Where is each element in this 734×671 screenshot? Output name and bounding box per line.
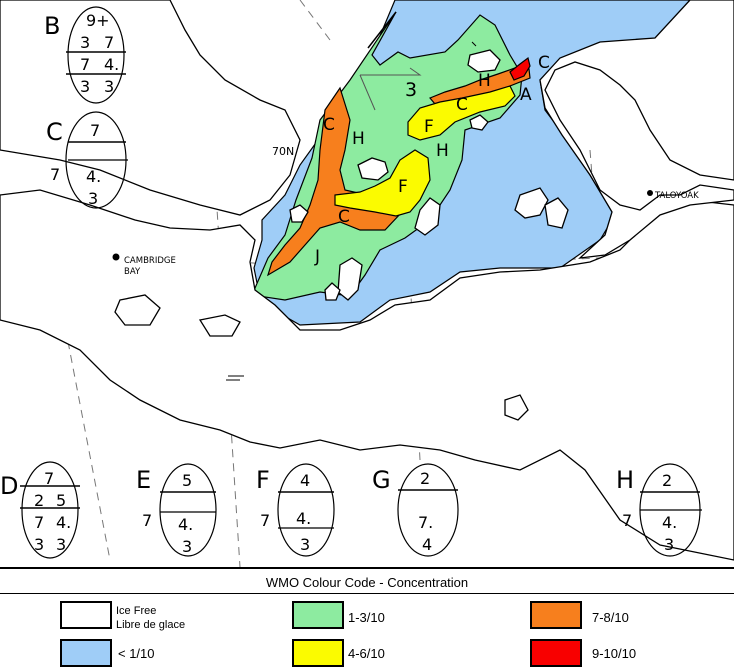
egg-letter-B: B: [44, 12, 60, 40]
svg-text:7: 7: [622, 511, 632, 530]
legend-label-1-3-10: 1-3/10: [348, 610, 385, 625]
svg-text:7: 7: [260, 511, 270, 530]
legend-swatch-9-10-10: [530, 639, 582, 667]
svg-text:2: 2: [420, 469, 430, 488]
svg-text:3: 3: [80, 77, 90, 96]
region-label-C-east: C: [456, 95, 468, 115]
svg-text:4.: 4.: [86, 167, 101, 186]
region-label-C-west: C: [323, 115, 335, 135]
egg-code-G: G 2 7. 4: [372, 463, 459, 557]
svg-text:2: 2: [34, 491, 44, 510]
egg-code-C: C 7 7 4. 3: [46, 111, 128, 209]
zone-9-10-10: [509, 56, 531, 81]
zone-4-6-10: [334, 85, 516, 217]
svg-text:4.: 4.: [178, 515, 193, 534]
svg-text:7: 7: [34, 513, 44, 532]
egg-letter-E: E: [136, 466, 151, 494]
legend-swatch-lt-1-10: [60, 639, 112, 667]
svg-text:3: 3: [300, 535, 310, 554]
top-boundary-line: [367, 11, 397, 49]
egg-code-H: H 2 7 4. 3: [616, 463, 702, 557]
svg-text:4: 4: [422, 535, 432, 554]
region-label-3: 3: [405, 79, 417, 101]
legend-swatch-4-6-10: [292, 639, 344, 667]
egg-letter-F: F: [256, 466, 270, 494]
egg-code-E: E 5 7 4. 3: [136, 463, 217, 557]
svg-text:4.: 4.: [56, 513, 71, 532]
svg-text:4.: 4.: [662, 513, 677, 532]
svg-text:7.: 7.: [418, 513, 433, 532]
legend-swatch-7-8-10: [530, 601, 582, 629]
svg-text:7: 7: [104, 33, 114, 52]
cambridge-bay-label-1: CAMBRIDGE: [124, 256, 176, 266]
svg-text:2: 2: [662, 471, 672, 490]
svg-text:3: 3: [104, 77, 114, 96]
land: [0, 0, 734, 561]
egg-letter-H: H: [616, 466, 634, 494]
ice-symbols: [226, 41, 477, 381]
egg-code-B: B 9+ 3 7 7 4. 3 3: [44, 6, 126, 104]
region-label-C-south: C: [338, 207, 350, 227]
svg-text:3: 3: [80, 33, 90, 52]
taloyoak-marker: [647, 190, 653, 196]
legend-swatch-ice-free: [60, 601, 112, 629]
region-label-A: A: [520, 85, 532, 105]
legend-label-9-10-10: 9-10/10: [592, 646, 637, 661]
legend-label-ice-free: Ice Free Libre de glace: [116, 605, 186, 631]
region-label-H-west: H: [352, 129, 365, 149]
region-label-H-east: H: [436, 141, 449, 161]
svg-text:5: 5: [56, 491, 66, 510]
region-label-H-north: H: [478, 71, 491, 91]
leader-lines: [359, 67, 422, 111]
legend-label-4-6-10: 4-6/10: [348, 646, 385, 661]
egg-letter-G: G: [372, 466, 391, 494]
svg-text:7: 7: [80, 55, 90, 74]
svg-text:3: 3: [34, 535, 44, 554]
legend-title: WMO Colour Code - Concentration: [265, 575, 469, 590]
taloyoak-label: TALOYOAK: [654, 191, 699, 201]
svg-text:3: 3: [56, 535, 66, 554]
egg-letter-D: D: [0, 472, 18, 500]
region-label-F-south: F: [398, 177, 408, 197]
svg-text:4.: 4.: [104, 55, 119, 74]
legend-panel: WMO Colour Code - Concentration Ice Free…: [0, 567, 734, 671]
svg-text:9+: 9+: [86, 11, 110, 30]
egg-letter-C: C: [46, 118, 63, 146]
svg-text:3: 3: [88, 189, 98, 208]
region-label-F-north: F: [424, 117, 434, 137]
ice-chart-map: C H 3 H C C A F H F C J 70N CAMBRIDGE BA…: [0, 0, 734, 567]
lat-70n-label: 70N: [272, 145, 294, 158]
region-label-C-north: C: [538, 53, 550, 73]
legend-divider: [0, 593, 734, 594]
svg-text:7: 7: [50, 165, 60, 184]
cambridge-bay-marker: [112, 253, 120, 261]
svg-text:4: 4: [300, 471, 310, 490]
cambridge-bay-label-2: BAY: [124, 267, 141, 277]
egg-code-F: F 4 7 4. 3: [256, 463, 335, 557]
region-label-J: J: [314, 247, 320, 267]
svg-text:4.: 4.: [296, 509, 311, 528]
svg-text:3: 3: [182, 537, 192, 556]
svg-text:3: 3: [664, 535, 674, 554]
svg-text:7: 7: [44, 469, 54, 488]
legend-swatch-1-3-10: [292, 601, 344, 629]
legend-label-lt-1-10: < 1/10: [118, 646, 155, 661]
svg-text:7: 7: [142, 511, 152, 530]
legend-label-7-8-10: 7-8/10: [592, 610, 629, 625]
svg-text:7: 7: [90, 121, 100, 140]
svg-text:5: 5: [182, 471, 192, 490]
egg-code-D: D 7 2 5 7 4. 3 3: [0, 461, 80, 559]
